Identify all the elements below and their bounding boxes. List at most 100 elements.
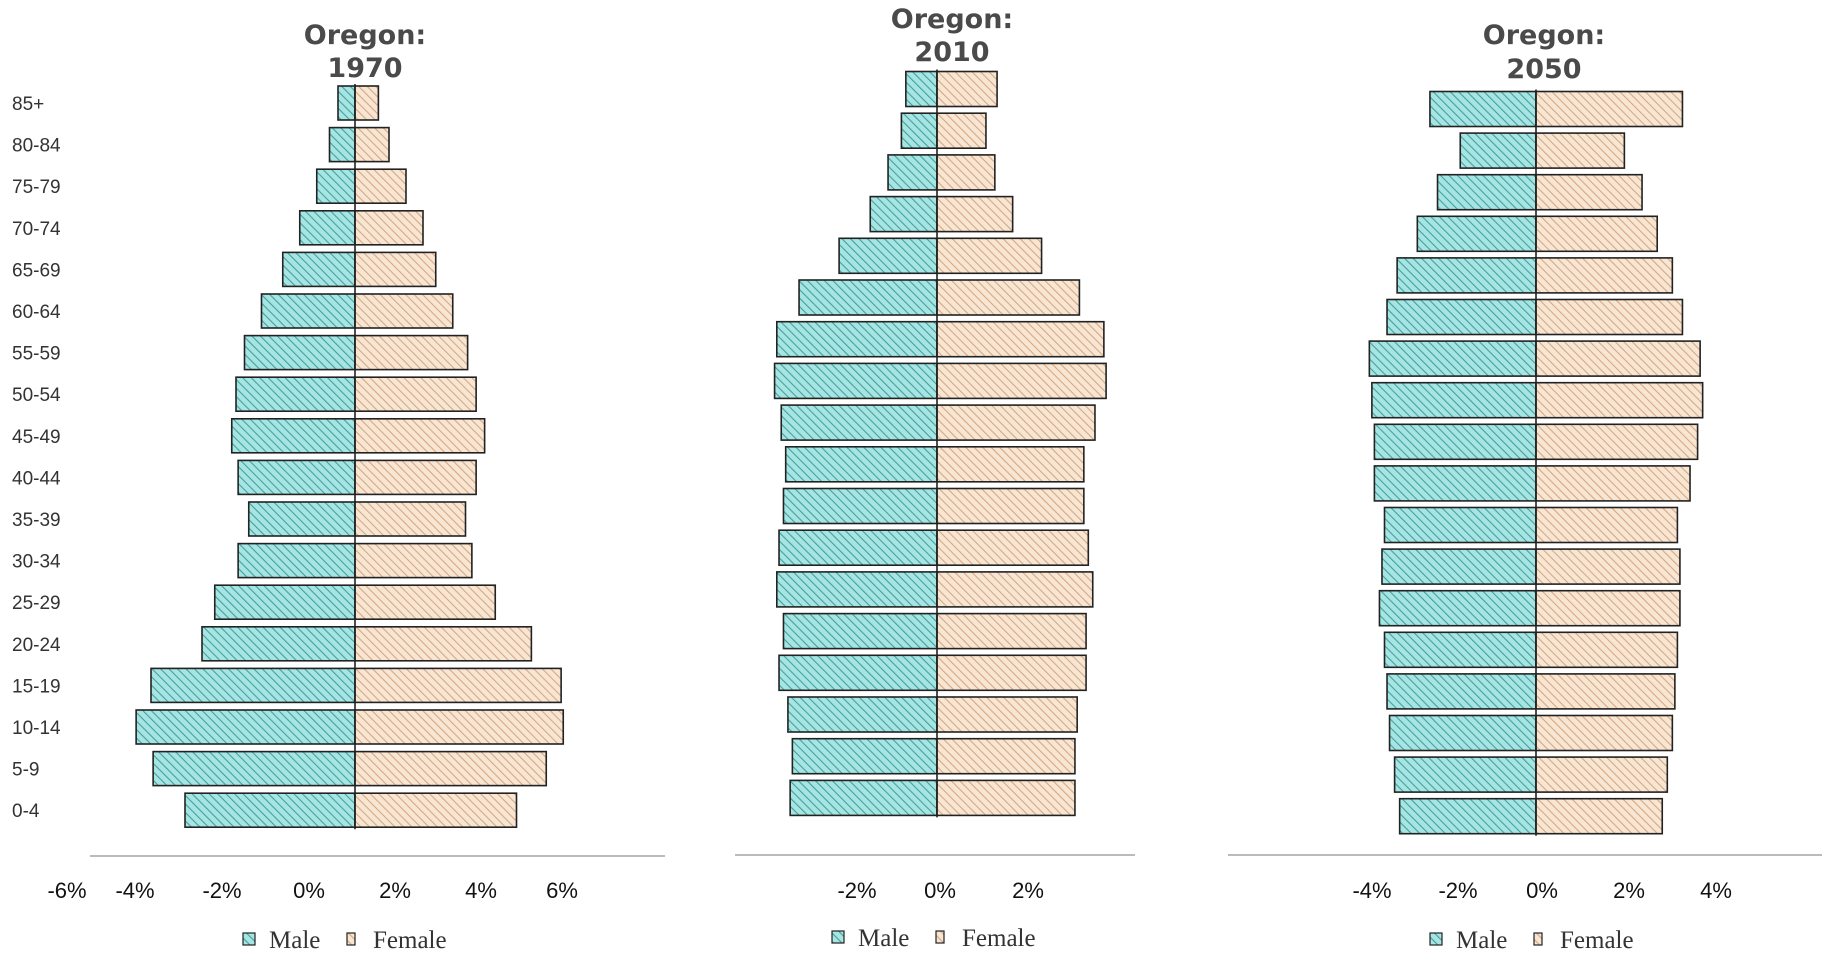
x-tick-label: 0%	[924, 878, 956, 903]
bar-male-85+	[337, 85, 356, 121]
age-label: 80-84	[12, 136, 61, 157]
bar-female-40-44	[354, 459, 477, 496]
bar-male-50-54	[1371, 381, 1537, 419]
bar-female-65-69	[354, 251, 437, 288]
bar-male-75-79	[887, 154, 938, 191]
bar-male-85+	[1429, 90, 1537, 128]
bar-male-0-4	[1398, 797, 1537, 835]
age-label: 70-74	[12, 219, 61, 240]
legend-label-female: Female	[373, 927, 447, 954]
bar-male-10-14	[1388, 714, 1537, 752]
bar-female-40-44	[936, 445, 1085, 483]
age-label: 30-34	[12, 552, 61, 573]
bar-female-80-84	[936, 112, 987, 149]
bar-male-10-14	[135, 709, 356, 745]
age-label: 65-69	[12, 260, 61, 281]
x-tick-label: 2%	[1012, 878, 1044, 903]
legend-label-male: Male	[269, 927, 320, 954]
bar-male-40-44	[784, 445, 938, 483]
x-tick-label: -2%	[837, 878, 876, 903]
bar-male-35-39	[782, 487, 938, 525]
bar-male-20-24	[782, 612, 938, 650]
bar-female-50-54	[1535, 381, 1704, 419]
bar-male-70-74	[298, 210, 356, 246]
bar-female-65-69	[936, 237, 1043, 275]
age-label: 50-54	[12, 385, 61, 406]
age-label: 85+	[12, 94, 44, 115]
bar-female-5-9	[1535, 756, 1669, 793]
bar-male-85+	[905, 70, 938, 108]
chart-title: Oregon:	[1483, 20, 1605, 51]
bar-male-70-74	[869, 195, 938, 233]
bar-female-45-49	[936, 404, 1096, 441]
bar-female-10-14	[354, 709, 565, 745]
bar-female-75-79	[936, 154, 996, 191]
bar-male-40-44	[1373, 465, 1537, 502]
bar-male-80-84	[1459, 132, 1537, 169]
bar-female-10-14	[1535, 714, 1674, 752]
bar-female-60-64	[1535, 298, 1684, 336]
bar-male-30-34	[237, 542, 356, 579]
bar-female-10-14	[936, 696, 1078, 733]
x-tick-label: 2%	[1613, 878, 1645, 903]
bar-male-10-14	[787, 696, 938, 733]
bar-male-5-9	[791, 737, 938, 775]
legend-label-female: Female	[1560, 927, 1634, 954]
bar-female-35-39	[936, 487, 1085, 525]
chart-title: 2050	[1506, 54, 1581, 85]
age-label: 10-14	[12, 718, 61, 739]
bar-female-55-59	[1535, 340, 1701, 377]
bar-female-55-59	[936, 320, 1105, 358]
bar-female-25-29	[354, 584, 497, 621]
legend-swatch-male	[1429, 932, 1443, 946]
bar-male-0-4	[789, 779, 938, 817]
legend-swatch-female	[1533, 932, 1543, 946]
bar-female-45-49	[1535, 423, 1699, 461]
bar-male-30-34	[778, 529, 938, 567]
bar-male-60-64	[798, 279, 938, 316]
bar-female-20-24	[1535, 631, 1679, 669]
legend: Male Female	[242, 927, 447, 954]
bar-male-65-69	[281, 251, 356, 288]
bar-female-50-54	[354, 376, 477, 413]
chart-title: 1970	[327, 53, 402, 84]
age-label: 25-29	[12, 593, 61, 614]
age-label: 40-44	[12, 468, 61, 489]
legend-swatch-female	[935, 930, 945, 944]
bar-female-0-4	[354, 792, 518, 829]
legend-label-male: Male	[1456, 927, 1507, 954]
bar-male-45-49	[780, 404, 938, 441]
bar-male-20-24	[201, 625, 356, 662]
bar-female-20-24	[354, 625, 533, 662]
age-label: 45-49	[12, 427, 61, 448]
bar-male-25-29	[1378, 589, 1537, 627]
bar-female-20-24	[936, 612, 1087, 650]
bar-male-70-74	[1416, 215, 1537, 253]
bar-male-55-59	[1368, 340, 1537, 377]
bar-female-55-59	[354, 334, 469, 371]
legend: Male Female	[1429, 927, 1634, 954]
age-label: 5-9	[12, 760, 39, 781]
bar-female-70-74	[354, 210, 424, 246]
bar-female-85+	[936, 70, 998, 108]
age-label: 60-64	[12, 302, 61, 323]
bar-female-60-64	[936, 279, 1081, 316]
legend-swatch-male	[242, 932, 256, 946]
bar-female-15-19	[1535, 673, 1676, 710]
legend-label-female: Female	[962, 925, 1036, 952]
legend: Male Female	[831, 925, 1036, 952]
bar-male-40-44	[237, 459, 356, 496]
x-tick-label: -2%	[202, 878, 241, 903]
x-tick-label: -4%	[115, 878, 154, 903]
bar-female-75-79	[354, 168, 407, 204]
bar-female-80-84	[354, 126, 390, 163]
bar-female-25-29	[1535, 589, 1681, 627]
x-tick-label: 4%	[1700, 878, 1732, 903]
bar-male-0-4	[184, 792, 356, 829]
bar-male-80-84	[328, 126, 356, 163]
bar-female-5-9	[936, 737, 1076, 775]
legend-swatch-male	[831, 930, 845, 944]
bar-male-65-69	[838, 237, 938, 275]
legend-label-male: Male	[858, 925, 909, 952]
